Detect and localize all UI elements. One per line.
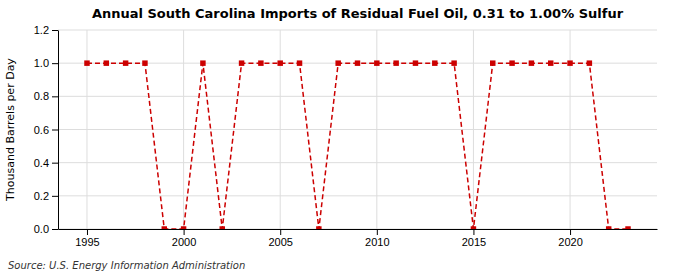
tick: 2015 xyxy=(462,229,486,248)
tick: 1995 xyxy=(75,229,99,248)
grid-line-y xyxy=(58,195,657,196)
marker xyxy=(355,60,360,65)
tick-label: 2000 xyxy=(172,236,196,248)
tick: 0.8 xyxy=(34,90,58,102)
tick-mark xyxy=(52,130,58,131)
tick: 2020 xyxy=(558,229,582,248)
x-axis: 1995 2000 2005 2010 2015 2020 xyxy=(59,229,658,248)
axis-line xyxy=(59,229,658,230)
marker xyxy=(548,60,553,65)
marker xyxy=(162,226,167,229)
tick: 2010 xyxy=(365,229,389,248)
tick: 0.6 xyxy=(34,124,58,136)
tick-label: 1995 xyxy=(75,236,99,248)
marker xyxy=(200,60,205,65)
grid-line-x xyxy=(183,30,184,229)
tick-mark xyxy=(52,163,58,164)
line xyxy=(87,63,628,229)
tick-label: 0.2 xyxy=(34,190,49,202)
marker xyxy=(104,60,109,65)
title: Annual South Carolina Imports of Residua… xyxy=(92,6,624,21)
tick-label: 0.4 xyxy=(34,157,49,169)
marker xyxy=(587,60,592,65)
marker xyxy=(509,60,514,65)
tick-mark xyxy=(184,229,185,235)
marker xyxy=(625,226,630,229)
tick-mark xyxy=(87,229,88,235)
tick-mark xyxy=(570,229,571,235)
grid-line-y xyxy=(58,229,657,230)
axis-line xyxy=(58,31,59,230)
chart: 1995 2000 2005 2010 2015 2020 0.0 0.2 0.4 0.6 0.8 1… xyxy=(0,0,675,275)
marker xyxy=(451,60,456,65)
tick-label: 2010 xyxy=(365,236,389,248)
marker xyxy=(567,60,572,65)
tick-mark xyxy=(52,96,58,97)
grid-line-x xyxy=(376,30,377,229)
marker xyxy=(471,226,476,229)
tick-mark xyxy=(52,196,58,197)
grid-line-x xyxy=(473,30,474,229)
tick: 1.0 xyxy=(34,57,58,69)
marker xyxy=(374,60,379,65)
marker xyxy=(606,226,611,229)
marker xyxy=(393,60,398,65)
tick-label: 1.2 xyxy=(34,24,49,36)
tick: 1.2 xyxy=(34,24,58,36)
marker xyxy=(220,226,225,229)
grid-line-y xyxy=(58,96,657,97)
grid-line-x xyxy=(570,30,571,229)
tick-mark xyxy=(473,229,474,235)
marker xyxy=(239,60,244,65)
tick: 0.0 xyxy=(34,223,58,235)
series xyxy=(84,60,631,229)
marker xyxy=(181,226,186,229)
tick: 0.2 xyxy=(34,190,58,202)
grid xyxy=(58,30,657,229)
grid-line-y xyxy=(58,30,657,31)
tick-label: 0.0 xyxy=(34,223,49,235)
grid-line-x xyxy=(280,30,281,229)
marker xyxy=(413,60,418,65)
marker xyxy=(529,60,534,65)
source: Source: U.S. Energy Information Administ… xyxy=(8,260,245,271)
plot-area: 1995 2000 2005 2010 2015 2020 0.0 0.2 0.4 0.6 0.8 1… xyxy=(34,24,658,248)
tick-mark xyxy=(280,229,281,235)
marker xyxy=(258,60,263,65)
marker xyxy=(277,60,282,65)
tick-label: 0.8 xyxy=(34,90,49,102)
marker xyxy=(297,60,302,65)
marker xyxy=(316,226,321,229)
tick: 2000 xyxy=(172,229,196,248)
marker xyxy=(142,60,147,65)
tick-mark xyxy=(52,30,58,31)
grid-line-x xyxy=(86,30,87,229)
marker xyxy=(432,60,437,65)
tick-label: 0.6 xyxy=(34,124,49,136)
marker xyxy=(123,60,128,65)
marker xyxy=(84,60,89,65)
tick: 0.4 xyxy=(34,157,58,169)
y-axis-title: Thousand Barrels per Day xyxy=(4,58,17,202)
tick: 2005 xyxy=(268,229,292,248)
tick-mark xyxy=(52,229,58,230)
tick-mark xyxy=(52,63,58,64)
marker xyxy=(335,60,340,65)
tick-mark xyxy=(377,229,378,235)
tick-label: 2015 xyxy=(462,236,486,248)
marker xyxy=(490,60,495,65)
tick-label: 2020 xyxy=(558,236,582,248)
grid-line-y xyxy=(58,129,657,130)
grid-line-y xyxy=(58,162,657,163)
y-axis: 0.0 0.2 0.4 0.6 0.8 1.0 1.2 xyxy=(34,24,59,235)
tick-label: 1.0 xyxy=(34,57,49,69)
tick-label: 2005 xyxy=(268,236,292,248)
